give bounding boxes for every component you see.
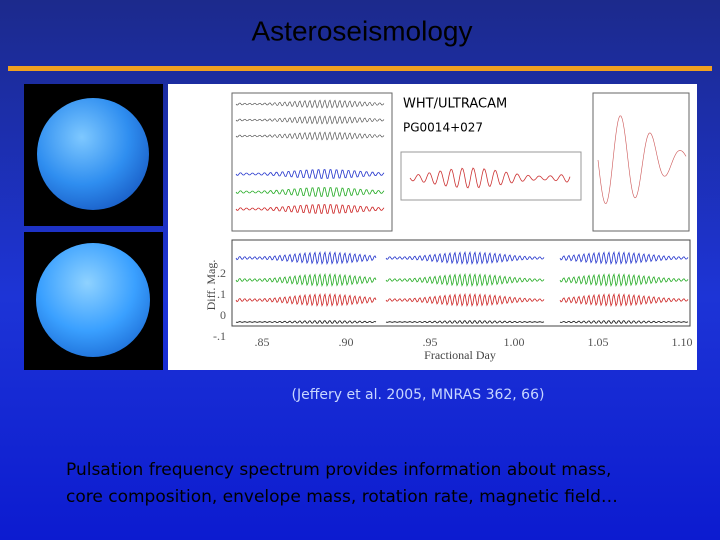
light-curve [559,292,689,308]
light-curve [235,131,385,141]
light-curve [235,99,385,109]
y-tick-label: .1 [217,287,226,301]
light-curve [385,320,545,324]
citation: (Jeffery et al. 2005, MNRAS 362, 66) [292,387,545,403]
light-curve [235,292,377,308]
light-curve [235,204,385,214]
x-tick-label: .85 [255,335,270,349]
x-tick-label: 1.00 [504,335,525,349]
light-curve [235,320,377,324]
y-tick-label: -.1 [213,329,226,343]
light-curve [235,250,377,266]
light-curve [235,187,385,197]
body-line: Pulsation frequency spectrum provides in… [66,460,611,480]
inset-frame [592,92,690,232]
x-tick-label: .95 [423,335,438,349]
plot-frame [231,239,691,327]
light-curve [559,320,689,324]
x-axis-label: Fractional Day [424,348,496,362]
star-sphere [36,243,150,357]
light-curve [559,272,689,288]
light-curve [235,272,377,288]
y-axis-label: Diff. Mag. [204,260,218,311]
x-tick-label: .90 [339,335,354,349]
light-curve [385,272,545,288]
inset-frame [400,151,582,201]
light-curve [559,250,689,266]
target-label: PG0014+027 [403,121,483,135]
light-curve [385,250,545,266]
light-curve [385,292,545,308]
star-sphere [37,98,149,210]
body-line: core composition, envelope mass, rotatio… [66,487,618,507]
y-tick-label: .2 [217,266,226,280]
figure: WHT/ULTRACAM PG0014+027 Diff. Mag. Fract… [168,84,697,370]
instrument-label: WHT/ULTRACAM [403,97,507,112]
inset-frame [231,92,393,232]
divider [8,66,712,71]
light-curve [409,167,571,189]
light-curve [235,115,385,125]
light-curve [235,169,385,179]
x-tick-label: 1.05 [588,335,609,349]
y-tick-label: 0 [220,308,226,322]
title: Asteroseismology [252,15,473,46]
x-tick-label: 1.10 [672,335,693,349]
light-curve [597,115,687,204]
